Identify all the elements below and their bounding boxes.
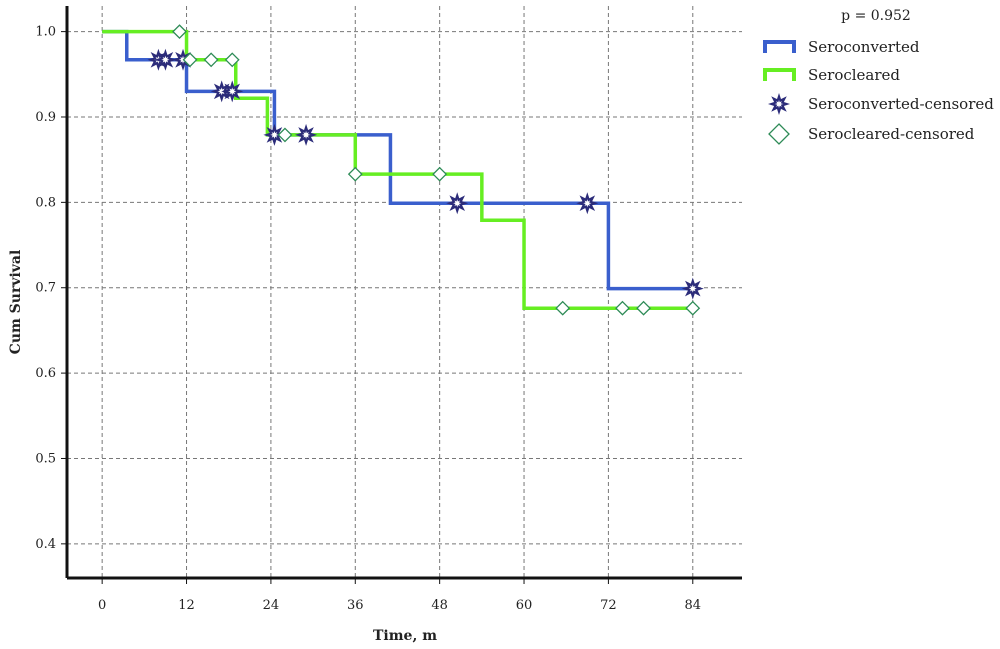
censored-star-marker — [221, 80, 244, 103]
censored-star-marker — [295, 123, 318, 146]
legend-label-serocleared: Serocleared — [808, 66, 900, 84]
legend: Seroconverted Serocleared Seroconverted-ce… — [763, 38, 994, 145]
y-tick-label: 0.4 — [35, 537, 56, 552]
censored-star-marker — [446, 192, 469, 215]
x-axis-label: Time, m — [373, 628, 437, 644]
censored-star-marker — [154, 48, 177, 71]
legend-label-serocleared-censored: Serocleared-censored — [808, 125, 975, 143]
y-tick-label: 0.9 — [35, 110, 56, 125]
x-tick-label: 24 — [263, 598, 280, 613]
censored-diamond-marker — [224, 52, 240, 68]
censored-star-marker — [576, 192, 599, 215]
censored-diamond-marker — [172, 24, 187, 40]
legend-diamond-icon — [768, 123, 790, 145]
tick-labels: 0 12 24 36 48 60 72 84 0.4 0.5 0.6 0.7 0.8 0.9 1.0 — [35, 25, 701, 613]
x-tick-label: 72 — [600, 598, 617, 613]
y-tick-label: 1.0 — [35, 25, 56, 40]
censored-diamond-marker — [347, 166, 363, 182]
censored-diamond-marker — [685, 300, 701, 316]
y-axis-label: Cum Survival — [8, 250, 24, 355]
censored-star-marker — [263, 123, 286, 146]
censored-diamond-marker — [432, 166, 448, 182]
legend-swatch-seroconverted — [763, 40, 796, 53]
axes — [61, 6, 742, 584]
y-tick-label: 0.6 — [35, 366, 56, 381]
censored-star-marker — [681, 277, 704, 300]
censored-diamond-marker — [615, 300, 630, 316]
censored-diamond-marker — [636, 300, 651, 316]
censored-diamond-marker — [182, 52, 198, 68]
y-tick-label: 0.8 — [35, 195, 56, 210]
censored-diamond-marker — [555, 300, 571, 316]
p-value-annotation: p = 0.952 — [841, 8, 911, 24]
series-lines — [102, 29, 693, 310]
censored-diamond-marker — [277, 127, 293, 143]
series-line-seroconverted — [102, 29, 693, 291]
legend-label-seroconverted: Seroconverted — [808, 38, 920, 56]
x-tick-label: 36 — [347, 598, 364, 613]
legend-swatch-serocleared — [763, 68, 796, 81]
legend-label-seroconverted-censored: Seroconverted-censored — [808, 95, 994, 113]
series-line-serocleared — [102, 29, 693, 310]
x-tick-label: 48 — [431, 598, 448, 613]
x-tick-label: 12 — [178, 598, 195, 613]
censored-markers — [147, 24, 704, 316]
y-tick-label: 0.5 — [35, 451, 56, 466]
x-tick-label: 84 — [685, 598, 702, 613]
y-tick-label: 0.7 — [35, 281, 56, 296]
legend-star-icon — [767, 92, 791, 116]
x-tick-label: 0 — [98, 598, 106, 613]
censored-diamond-marker — [203, 52, 219, 68]
grid — [67, 6, 742, 578]
x-tick-label: 60 — [516, 598, 533, 613]
